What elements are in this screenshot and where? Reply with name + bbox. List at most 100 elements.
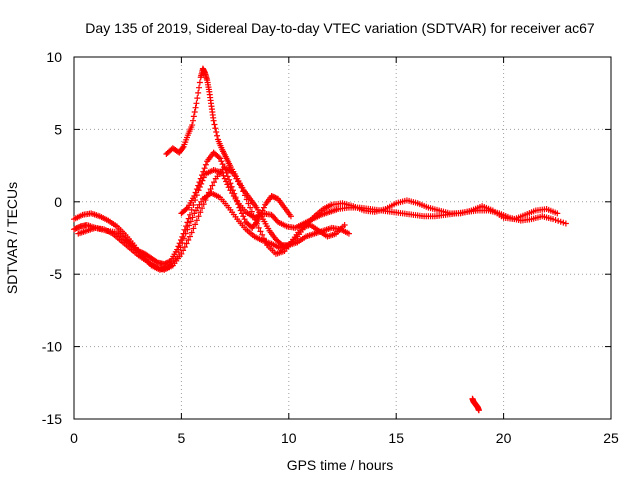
data-point <box>191 109 198 116</box>
series-track-d <box>163 65 352 249</box>
data-point <box>245 200 252 207</box>
x-axis-label: GPS time / hours <box>287 457 394 473</box>
data-point <box>345 230 352 237</box>
data-point <box>257 213 264 220</box>
data-point <box>196 179 203 186</box>
data-point <box>222 166 229 173</box>
data-point <box>191 193 198 200</box>
data-points <box>71 65 569 414</box>
data-point <box>235 201 242 208</box>
data-point <box>250 212 257 219</box>
data-point <box>212 125 219 132</box>
data-point <box>227 180 234 187</box>
data-point <box>287 213 294 220</box>
y-tick-label: 10 <box>46 49 62 65</box>
data-point <box>196 79 203 86</box>
data-point <box>220 164 227 171</box>
series-track-a <box>71 166 569 268</box>
data-point <box>180 235 187 242</box>
data-point <box>233 197 240 204</box>
data-point <box>562 220 569 227</box>
data-point <box>214 132 221 139</box>
series-track-e <box>178 149 294 231</box>
data-point <box>201 165 208 172</box>
axis-ticks: 0 5 10 15 20 25 10 5 0 -5 -10 -15 <box>42 49 619 446</box>
data-point <box>262 238 269 245</box>
data-point <box>196 84 203 91</box>
plot-border <box>73 56 612 420</box>
data-point <box>193 217 200 224</box>
data-point <box>185 237 192 244</box>
data-point <box>221 175 228 182</box>
data-point <box>183 205 190 212</box>
data-point <box>193 100 200 107</box>
data-point <box>231 190 238 197</box>
data-point <box>257 228 264 235</box>
data-point <box>226 176 233 183</box>
data-point <box>475 407 482 414</box>
data-point <box>197 175 204 182</box>
data-point <box>205 189 212 196</box>
x-tick-label: 20 <box>496 430 512 446</box>
data-point <box>195 182 202 189</box>
data-point <box>240 213 247 220</box>
x-tick-label: 0 <box>70 430 78 446</box>
data-point <box>186 222 193 229</box>
data-point <box>237 207 244 214</box>
data-point <box>181 243 188 250</box>
data-point <box>182 230 189 237</box>
data-point <box>184 219 191 226</box>
data-point <box>224 173 231 180</box>
data-point <box>199 172 206 179</box>
data-point <box>255 216 262 223</box>
data-point <box>248 208 255 215</box>
data-point <box>192 189 199 196</box>
data-point <box>255 224 262 231</box>
data-point <box>260 204 267 211</box>
data-point <box>193 186 200 193</box>
data-point <box>210 117 217 124</box>
data-point <box>197 209 204 216</box>
y-tick-label: -10 <box>42 339 62 355</box>
data-point <box>236 204 243 211</box>
data-point <box>217 155 224 162</box>
data-point <box>241 216 248 223</box>
data-point <box>202 197 209 204</box>
y-tick-label: -5 <box>50 266 63 282</box>
x-tick-label: 25 <box>603 430 619 446</box>
series-track-f <box>469 395 482 414</box>
data-point <box>554 210 561 217</box>
y-tick-label: 5 <box>54 121 62 137</box>
data-point <box>229 187 236 194</box>
data-point <box>260 235 267 242</box>
data-point <box>232 194 239 201</box>
chart-title: Day 135 of 2019, Sidereal Day-to-day VTE… <box>85 20 595 36</box>
data-point <box>189 122 196 129</box>
data-point <box>218 158 225 165</box>
data-point <box>259 231 266 238</box>
data-point <box>189 117 196 124</box>
data-point <box>192 104 199 111</box>
data-point <box>223 169 230 176</box>
data-point <box>186 233 193 240</box>
data-point <box>177 237 184 244</box>
x-tick-label: 5 <box>178 430 186 446</box>
x-tick-label: 10 <box>281 430 297 446</box>
data-point <box>188 229 195 236</box>
data-point <box>194 95 201 102</box>
data-point <box>192 221 199 228</box>
data-point <box>187 218 194 225</box>
data-point <box>228 183 235 190</box>
y-axis-label: SDTVAR / TECUs <box>4 182 20 294</box>
data-point <box>204 193 211 200</box>
data-point <box>190 225 197 232</box>
data-point <box>211 179 218 186</box>
data-point <box>178 250 185 257</box>
data-point <box>213 129 220 136</box>
data-point <box>195 89 202 96</box>
data-point <box>199 205 206 212</box>
data-point <box>341 221 348 228</box>
y-tick-label: -15 <box>42 411 62 427</box>
data-point <box>258 210 265 217</box>
